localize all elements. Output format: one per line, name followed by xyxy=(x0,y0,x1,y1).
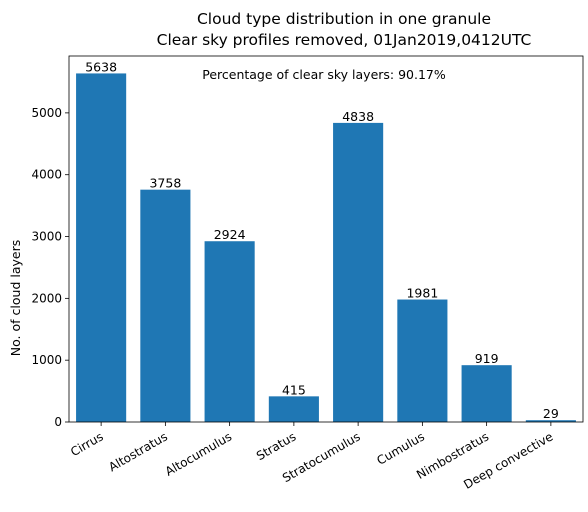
chart-title: Cloud type distribution in one granule xyxy=(197,10,491,28)
bar-altostratus xyxy=(140,189,191,422)
data-label: 2924 xyxy=(214,227,246,242)
axes-frame xyxy=(68,55,584,423)
data-label: 1981 xyxy=(406,286,438,301)
data-label: 919 xyxy=(475,351,499,366)
data-label: 5638 xyxy=(85,59,117,74)
y-axis-label: No. of cloud layers xyxy=(8,240,23,356)
bar-altocumulus xyxy=(204,241,255,422)
data-label: 3758 xyxy=(149,176,181,191)
x-tick-label: Cirrus xyxy=(68,429,106,459)
y-tick-label: 0 xyxy=(54,415,62,429)
y-tick-label: 4000 xyxy=(31,168,62,182)
data-label: 415 xyxy=(282,382,306,397)
bar-cirrus xyxy=(76,73,127,423)
y-tick-label: 1000 xyxy=(31,353,62,367)
bar-stratus xyxy=(268,396,319,422)
x-tick-label: Altostratus xyxy=(106,429,170,474)
y-tick-label: 3000 xyxy=(31,230,62,244)
y-tick-label: 2000 xyxy=(31,291,62,305)
chart-subtitle: Clear sky profiles removed, 01Jan2019,04… xyxy=(157,31,532,49)
data-label: 4838 xyxy=(342,109,374,124)
bar-deep-convective xyxy=(525,420,576,422)
clear-sky-annotation: Percentage of clear sky layers: 90.17% xyxy=(202,67,446,82)
x-tick-label: Stratus xyxy=(254,429,298,463)
x-tick-label: Altocumulus xyxy=(163,429,234,478)
bar-nimbostratus xyxy=(461,365,512,422)
y-tick-label: 5000 xyxy=(31,106,62,120)
bar-stratocumulus xyxy=(333,122,384,422)
bar-cumulus xyxy=(397,299,448,422)
x-tick-label: Cumulus xyxy=(374,429,426,467)
plot-area: 5638 Cirrus 3758 Altostratus 2924 Altocumulus… xyxy=(31,55,584,492)
data-label: 29 xyxy=(543,406,559,421)
